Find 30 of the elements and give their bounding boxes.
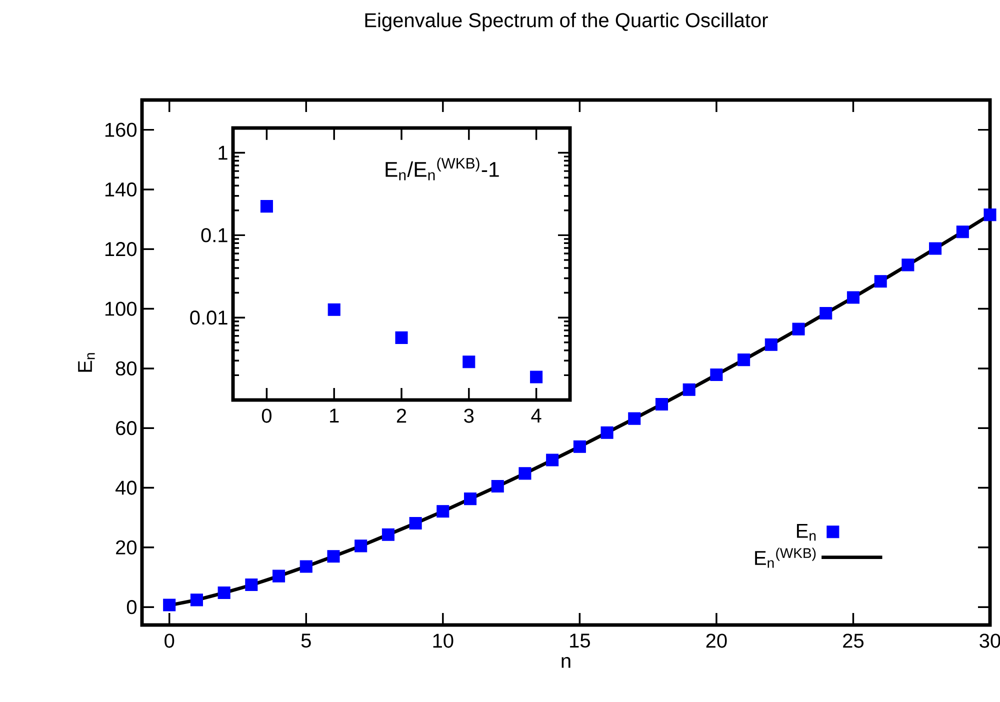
y-tick-label: 1 [218,146,228,160]
x-tick-label: 25 [843,634,864,648]
y-tick-label: 140 [105,182,136,197]
x-axis-title: n [562,657,570,668]
y-tick-label: 20 [116,540,136,554]
x-tick-label: 4 [531,408,542,422]
x-tick-label: 10 [433,634,454,648]
x-tick-label: 0 [262,408,272,423]
y-tick-label: 120 [105,242,136,256]
chart-title: Eigenvalue Spectrum of the Quartic Oscillator [365,12,768,32]
y-tick-label: 0.1 [201,228,228,242]
legend-label: E$_{n}$ [796,524,816,541]
y-axis-title: E$_{n}$ [78,353,95,372]
x-tick-label: 0 [164,634,174,648]
x-tick-label: 15 [570,634,590,648]
y-tick-label: 0.01 [190,310,228,325]
y-tick-label: 40 [116,480,136,495]
y-tick-label: 60 [116,421,136,436]
x-tick-label: 1 [330,408,339,422]
y-tick-label: 100 [105,302,136,316]
y-tick-label: 0 [126,600,136,614]
x-tick-label: 30 [980,634,1000,648]
x-tick-label: 3 [464,408,474,423]
x-tick-label: 2 [396,408,406,423]
x-tick-label: 5 [301,634,311,648]
text: E$_{n}$/E$_{n}$$^{(WKB)}$-1 [386,158,499,180]
y-tick-label: 160 [105,122,136,137]
legend-label: E$_{n}$(WKB) [755,548,816,568]
y-tick-label: 80 [116,361,136,376]
x-tick-label: 20 [706,634,727,648]
